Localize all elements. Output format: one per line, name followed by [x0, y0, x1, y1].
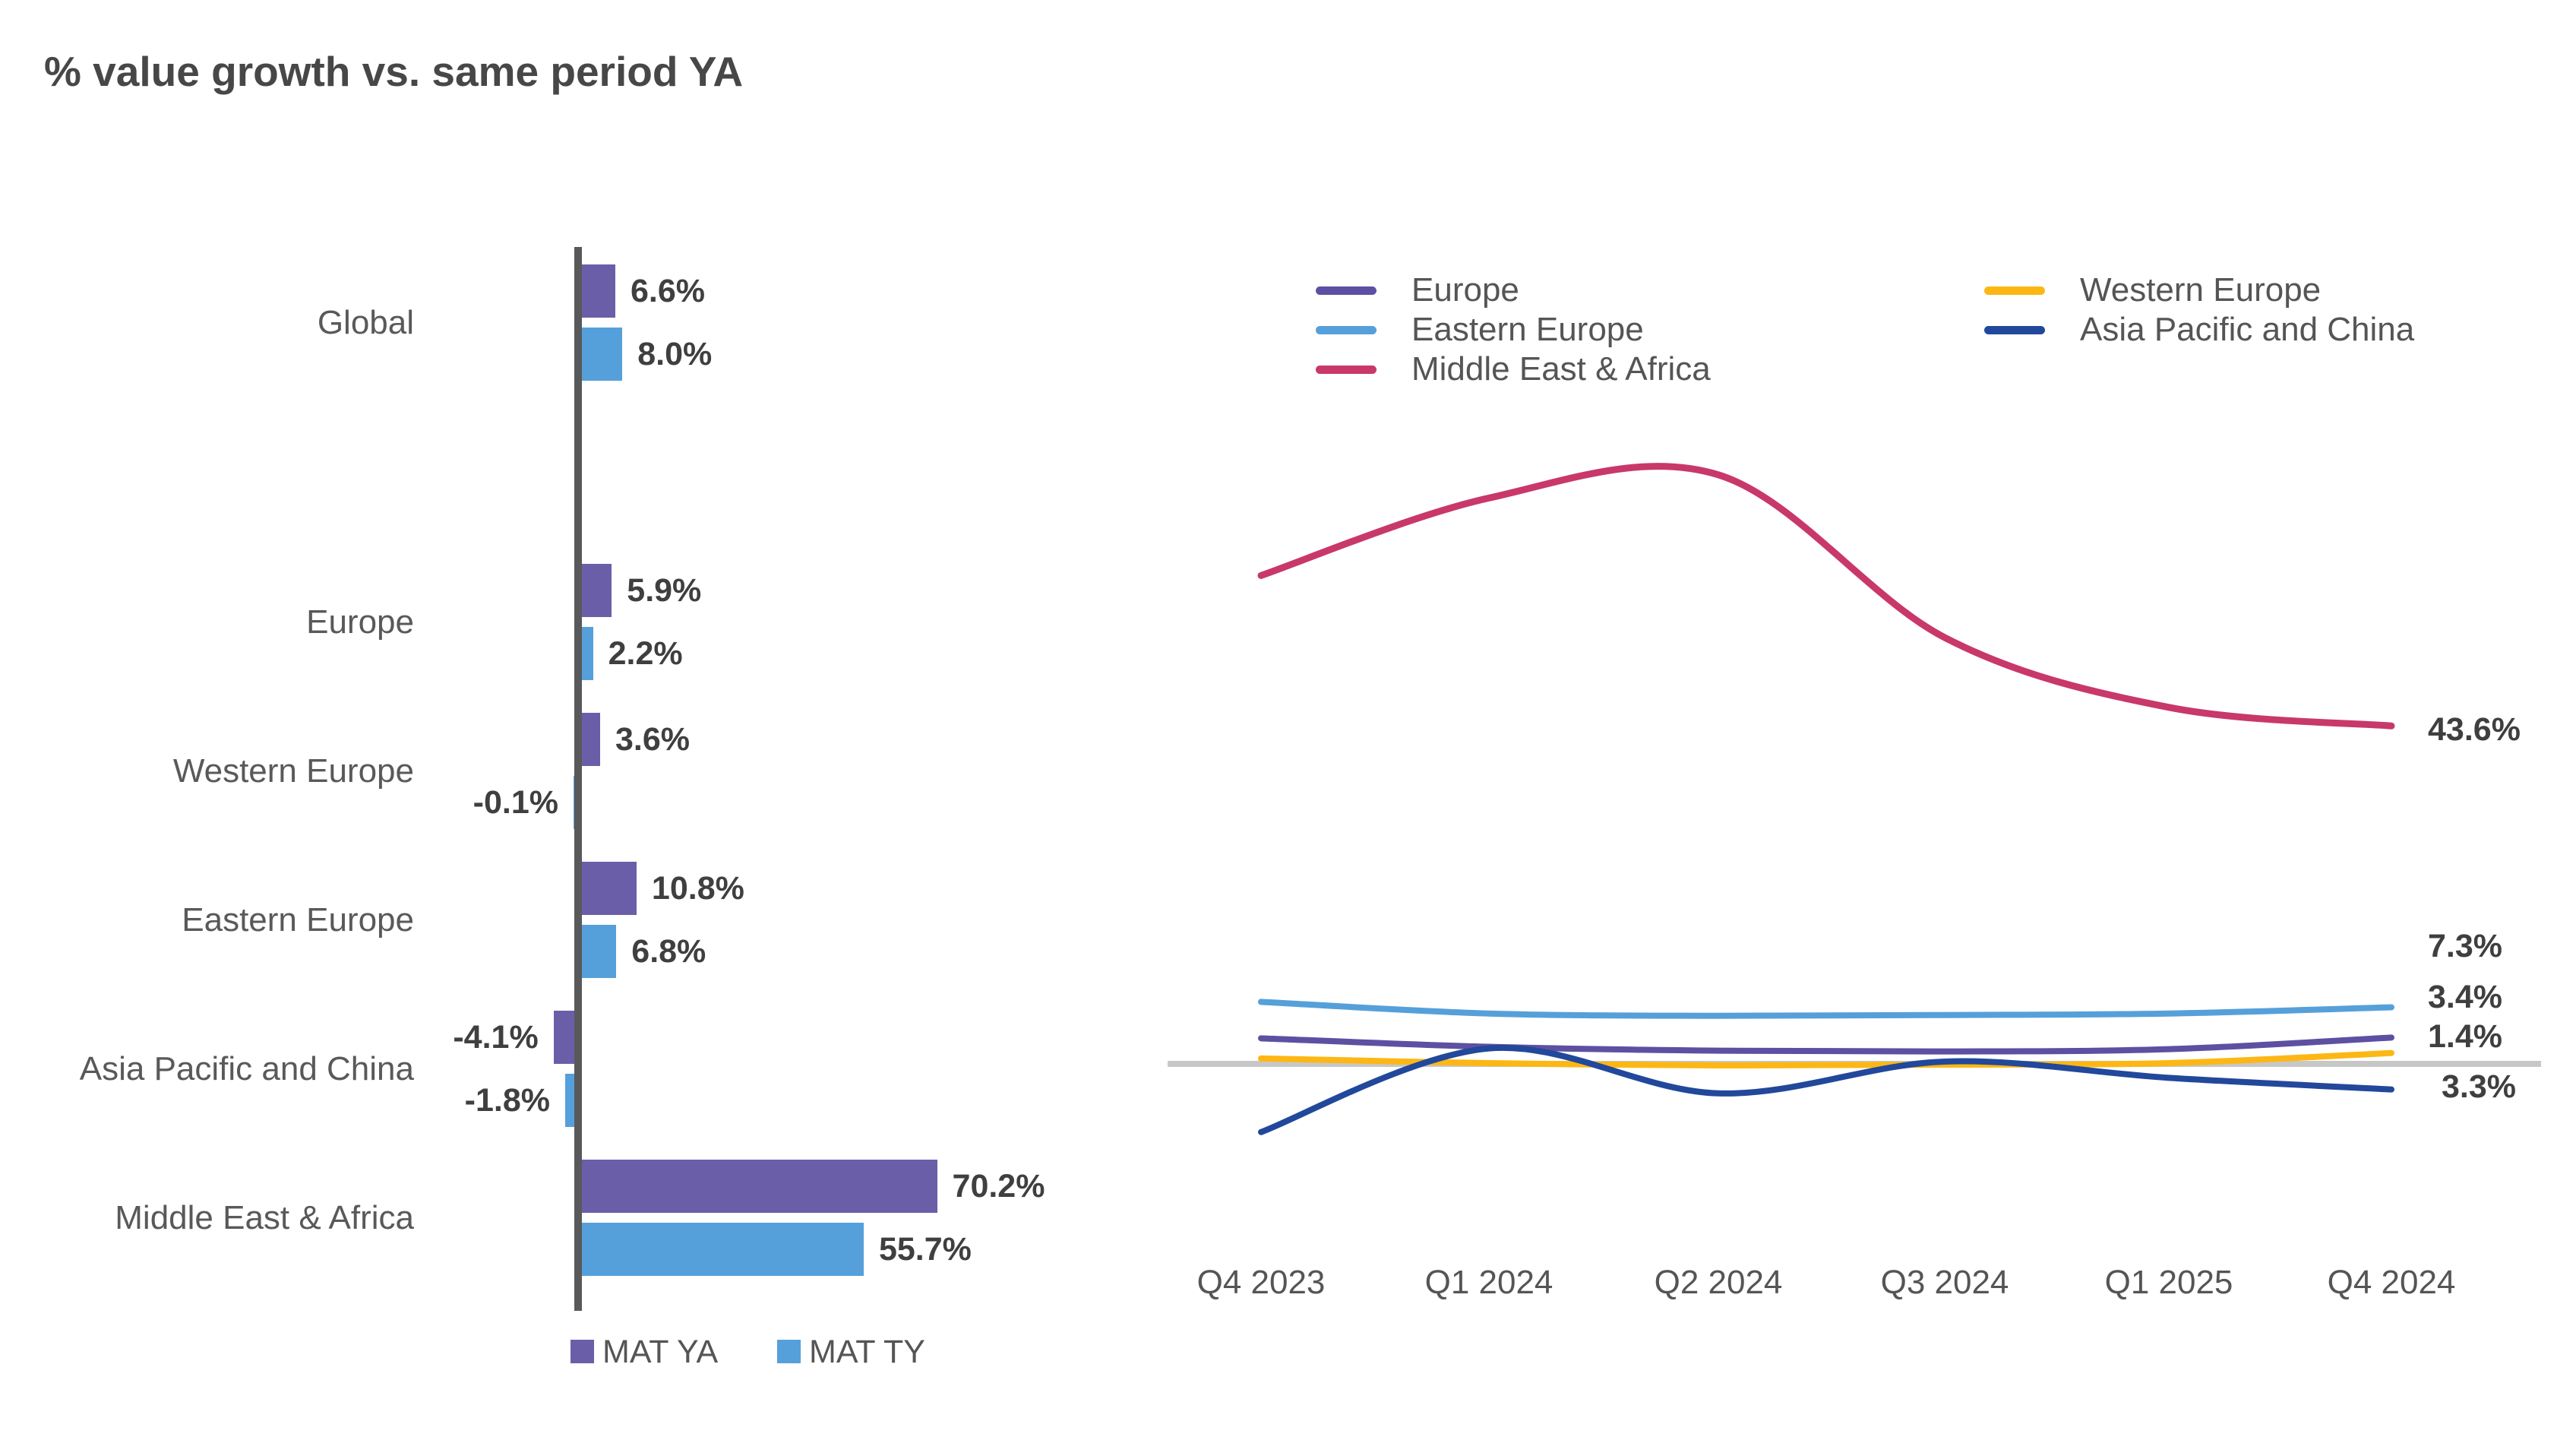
- bar-mat-ya-europe: [582, 564, 612, 617]
- x-tick-label-q2-2024: Q2 2024: [1654, 1264, 1783, 1301]
- asia-pacific-china-legend-label: Asia Pacific and China: [2080, 311, 2415, 348]
- bar-value-label-mat-ty-global: 8.0%: [637, 336, 713, 372]
- bar-value-label-mat-ty-asia-pacific-and-china: -1.8%: [464, 1082, 551, 1119]
- bar-value-label-mat-ya-asia-pacific-and-china: -4.1%: [453, 1019, 539, 1056]
- bar-category-label-western-europe: Western Europe: [172, 752, 414, 790]
- mat-ty-legend-label: MAT TY: [809, 1334, 925, 1370]
- x-tick-label-q4-2023: Q4 2023: [1196, 1264, 1326, 1301]
- x-tick-label-q1-2025: Q1 2025: [2104, 1264, 2233, 1301]
- bar-value-label-mat-ya-western-europe: 3.6%: [615, 721, 690, 758]
- bar-mat-ya-asia-pacific-and-china: [553, 1011, 574, 1064]
- bar-mat-ty-europe: [582, 627, 593, 680]
- middle-east-africa-legend-label: Middle East & Africa: [1411, 350, 1711, 388]
- end-value-label-europe: 3.4%: [2428, 979, 2503, 1015]
- bar-mat-ya-middle-east-africa: [582, 1160, 937, 1213]
- line-series-europe: [1258, 1034, 2394, 1055]
- bar-value-label-mat-ya-middle-east-africa: 70.2%: [952, 1168, 1045, 1204]
- bar-value-label-mat-ty-western-europe: -0.1%: [473, 784, 558, 821]
- bar-value-label-mat-ty-middle-east-africa: 55.7%: [878, 1231, 972, 1268]
- bar-mat-ya-eastern-europe: [582, 862, 637, 915]
- bar-chart-axis-line: [574, 247, 582, 1311]
- line-series-middle-east-africa: [1257, 463, 2395, 730]
- page-title: % value growth vs. same period YA: [44, 48, 744, 95]
- mat-ya-legend-label: MAT YA: [602, 1334, 719, 1370]
- bar-mat-ya-global: [582, 264, 615, 318]
- bar-mat-ya-western-europe: [582, 713, 600, 766]
- x-tick-label-q3-2024: Q3 2024: [1880, 1264, 2009, 1301]
- bar-category-label-asia-pacific-and-china: Asia Pacific and China: [79, 1049, 414, 1087]
- europe-legend-swatch: [1316, 286, 1377, 295]
- bar-value-label-mat-ya-europe: 5.9%: [627, 572, 702, 609]
- x-tick-label-q1-2024: Q1 2024: [1424, 1264, 1554, 1301]
- bar-value-label-mat-ya-global: 6.6%: [630, 273, 705, 309]
- end-value-label-asia-pacific-and-china: 3.3%: [2442, 1068, 2517, 1105]
- western-europe-legend-label: Western Europe: [2080, 271, 2322, 309]
- end-value-label-middle-east-africa: 43.6%: [2428, 711, 2521, 748]
- bar-category-label-middle-east-africa: Middle East & Africa: [115, 1198, 414, 1236]
- end-value-label-western-europe: 1.4%: [2428, 1018, 2503, 1055]
- europe-legend-label: Europe: [1411, 271, 1519, 309]
- bar-mat-ty-asia-pacific-and-china: [565, 1074, 574, 1127]
- zero-baseline: [1168, 1061, 2541, 1067]
- line-series-eastern-europe: [1258, 999, 2394, 1019]
- mat-ya-legend-swatch: [571, 1340, 594, 1363]
- x-tick-label-q4-2024: Q4 2024: [2327, 1264, 2456, 1301]
- end-value-label-eastern-europe: 7.3%: [2428, 928, 2503, 964]
- asia-pacific-china-legend-swatch: [1984, 326, 2045, 334]
- bar-value-label-mat-ty-eastern-europe: 6.8%: [631, 933, 706, 970]
- western-europe-legend-swatch: [1984, 286, 2045, 295]
- bar-category-label-global: Global: [317, 303, 414, 341]
- bar-mat-ty-eastern-europe: [582, 925, 617, 978]
- bar-mat-ty-global: [582, 328, 623, 381]
- bar-value-label-mat-ya-eastern-europe: 10.8%: [651, 870, 744, 907]
- bar-category-label-europe: Europe: [306, 603, 414, 641]
- bar-mat-ty-middle-east-africa: [582, 1223, 864, 1276]
- bar-category-label-eastern-europe: Eastern Europe: [182, 900, 414, 938]
- eastern-europe-legend-swatch: [1316, 326, 1377, 334]
- bar-value-label-mat-ty-europe: 2.2%: [608, 635, 683, 672]
- eastern-europe-legend-label: Eastern Europe: [1411, 311, 1644, 348]
- middle-east-africa-legend-swatch: [1316, 366, 1377, 374]
- mat-ty-legend-swatch: [777, 1340, 801, 1363]
